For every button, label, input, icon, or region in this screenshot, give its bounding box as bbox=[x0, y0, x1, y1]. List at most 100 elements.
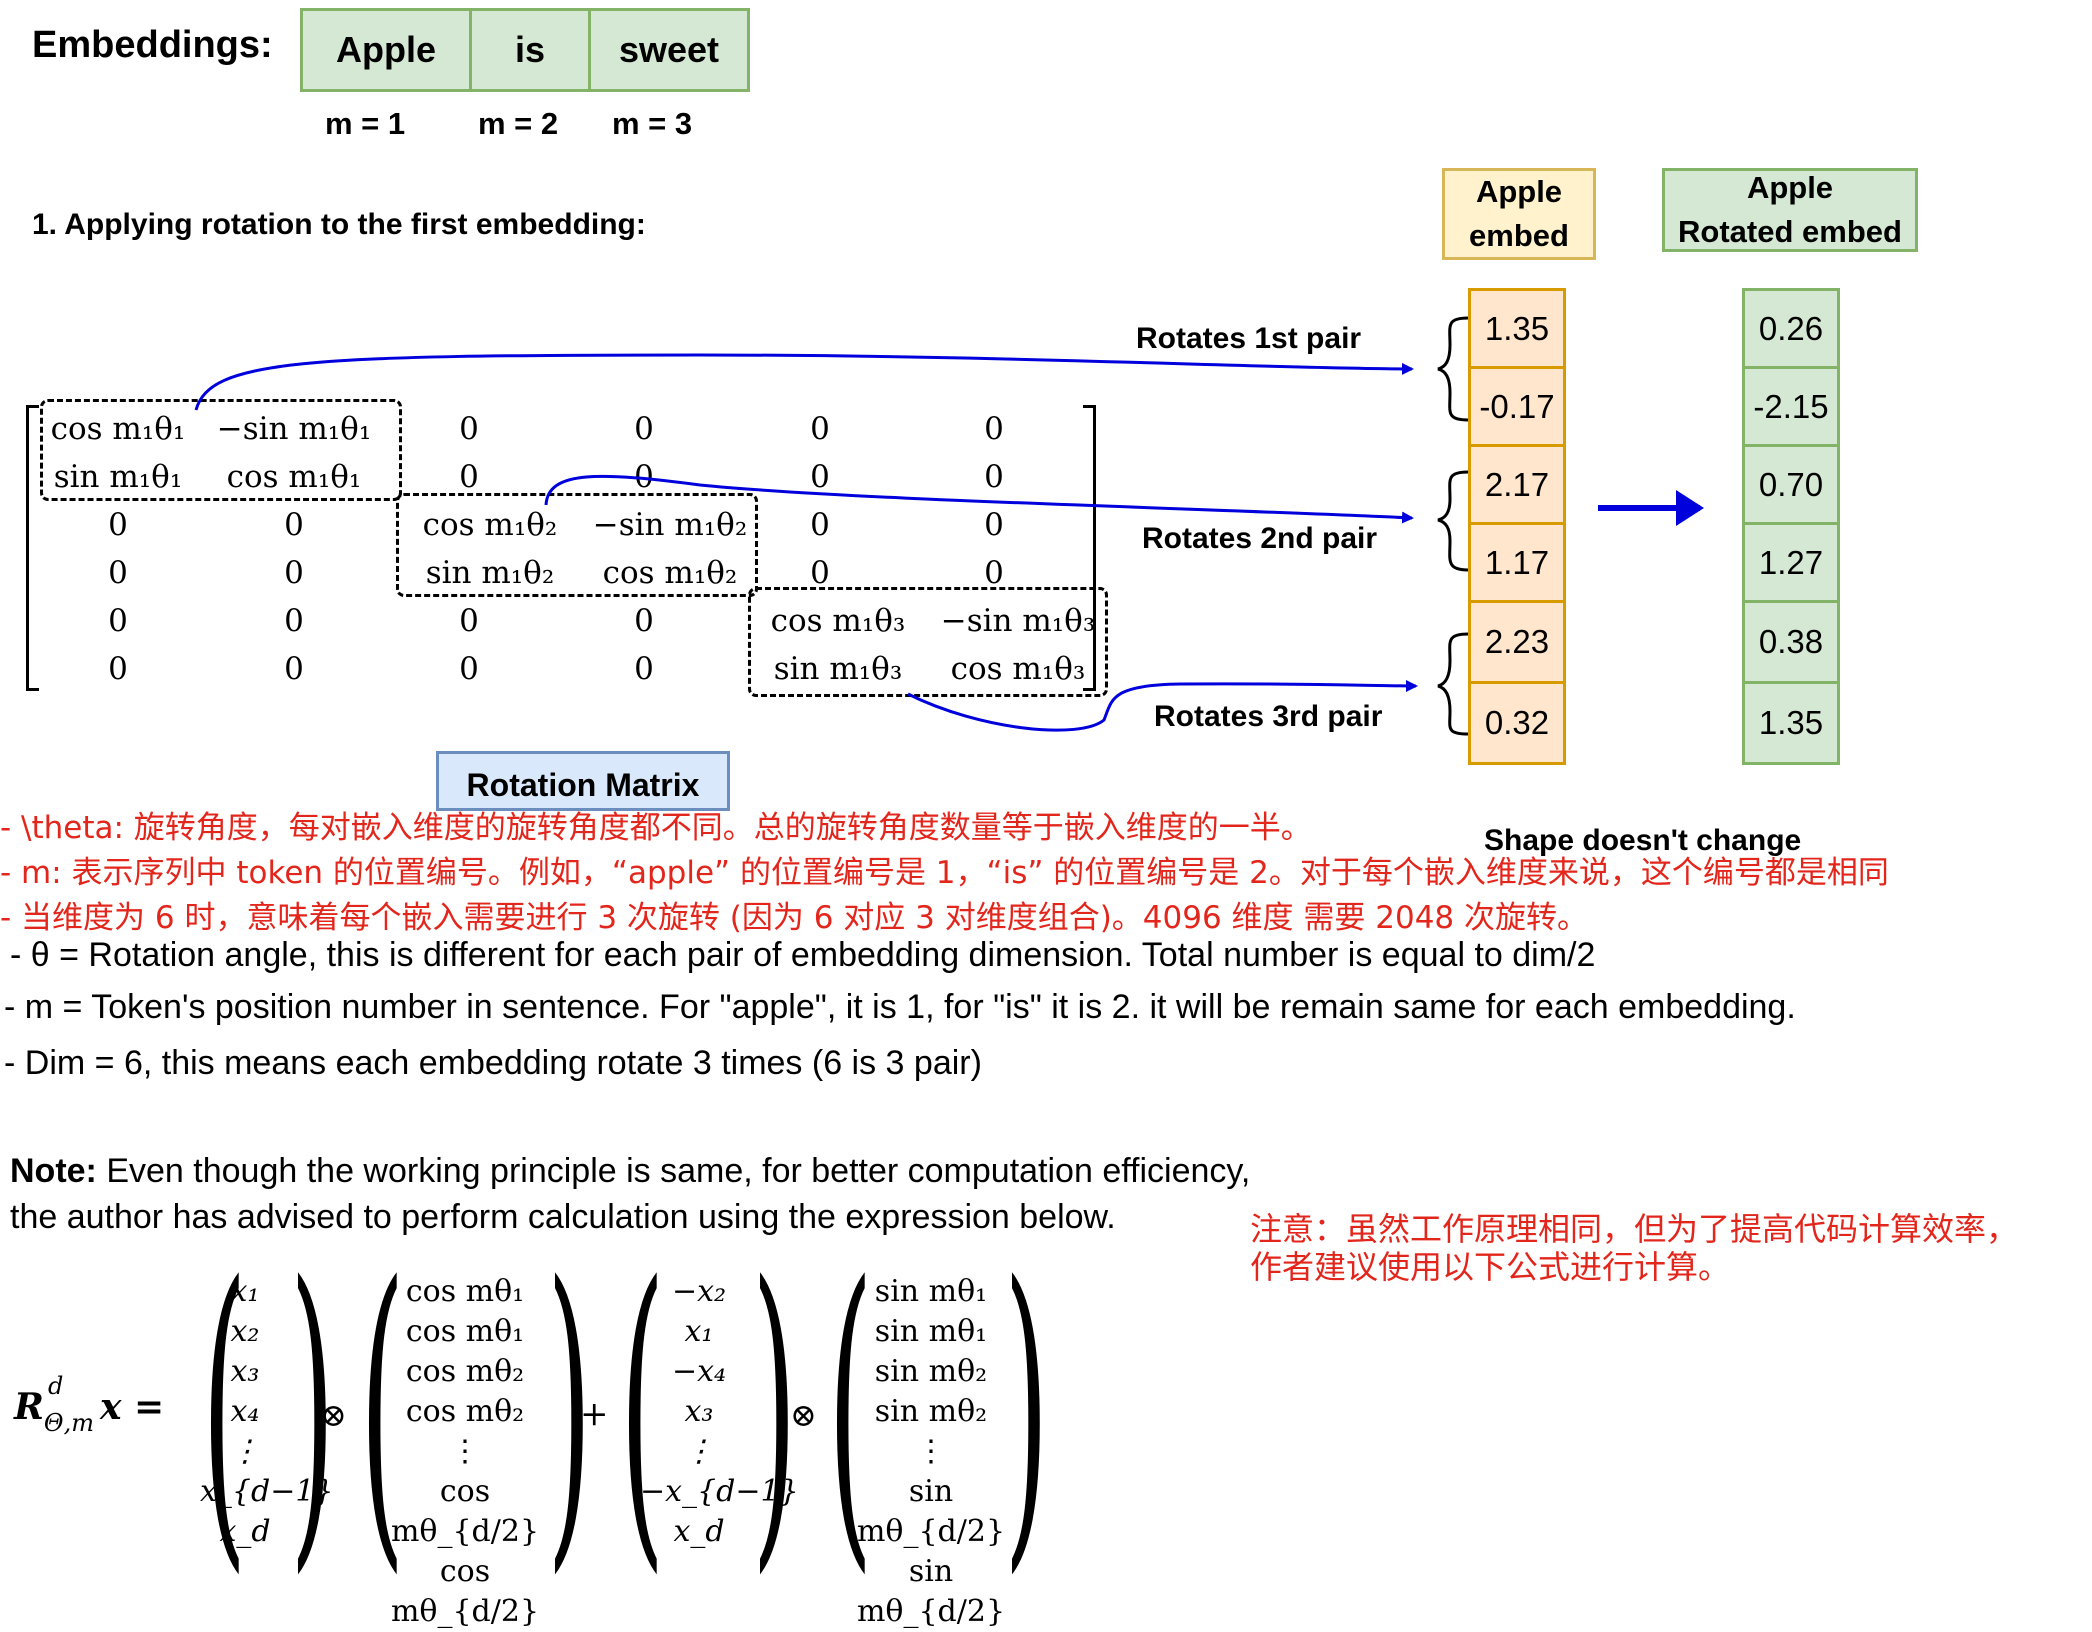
matrix-cell: 0 bbox=[284, 651, 304, 687]
input-header-line2: embed bbox=[1469, 218, 1569, 253]
otimes-2: ⊗ bbox=[790, 1396, 817, 1434]
vec2-right-paren: ) bbox=[546, 1217, 592, 1601]
en-note-theta: - θ = Rotation angle, this is different … bbox=[10, 936, 1596, 974]
formula-lhs-sup: d bbox=[48, 1372, 64, 1400]
matrix-cell: 0 bbox=[984, 555, 1004, 591]
formula-lhs-sub: Θ,m bbox=[43, 1409, 94, 1437]
rotated-value: 0.26 bbox=[1742, 288, 1840, 369]
matrix-cell: 0 bbox=[634, 651, 654, 687]
vec-entry: −x₂ bbox=[671, 1274, 727, 1309]
matrix-cell: cos m₁θ₂ bbox=[422, 507, 558, 543]
rotated-value: 1.35 bbox=[1742, 681, 1840, 765]
vec3-left-paren: ( bbox=[619, 1217, 665, 1601]
matrix-cell: 0 bbox=[108, 507, 128, 543]
vec-entry: cos mθ₁ bbox=[405, 1274, 525, 1309]
pair-3-connector bbox=[907, 679, 1418, 732]
transform-arrowhead bbox=[1676, 490, 1704, 526]
vec-entry: cos mθ₁ bbox=[405, 1314, 525, 1349]
vec-entry: x₂ bbox=[230, 1314, 260, 1349]
position-m3: m = 3 bbox=[612, 106, 693, 141]
vec-entry: cos mθ₂ bbox=[405, 1394, 525, 1429]
block-3-outline bbox=[748, 587, 1108, 697]
vec-entry: ⋮ bbox=[230, 1434, 260, 1469]
pair-1-connector bbox=[194, 353, 1414, 411]
vec-entry: ⋮ bbox=[450, 1434, 480, 1469]
rotation-matrix: cos m₁θ₁ −sin m₁θ₁ 0 0 0 0 sin m₁θ₁ cos … bbox=[26, 399, 1108, 697]
matrix-cell: 0 bbox=[459, 411, 479, 447]
cn-note-line-2: 作者建议使用以下公式进行计算。 bbox=[1250, 1248, 1731, 1286]
note-label: Note: bbox=[10, 1152, 97, 1190]
matrix-cell: 0 bbox=[459, 651, 479, 687]
rotated-embed-header: Apple Rotated embed bbox=[1662, 168, 1918, 252]
vec-entry: x₃ bbox=[230, 1354, 260, 1389]
vec1-right-paren: ) bbox=[289, 1217, 335, 1601]
output-header-line1: Apple bbox=[1746, 170, 1834, 205]
pair-2-connector bbox=[544, 474, 1414, 524]
block-1-outline bbox=[40, 399, 402, 501]
vec-entry: x₁ bbox=[230, 1274, 260, 1309]
matrix-cell: 0 bbox=[810, 411, 830, 447]
matrix-cell: −sin m₁θ₃ bbox=[940, 603, 1096, 639]
vec-entry: sin mθ₁ bbox=[874, 1274, 988, 1309]
matrix-cell: cos m₁θ₃ bbox=[950, 651, 1086, 687]
vec-entry: x₃ bbox=[684, 1394, 714, 1429]
step-title: 1. Applying rotation to the first embedd… bbox=[32, 208, 646, 241]
vec-entry: sin mθ_{d/2} bbox=[856, 1474, 1006, 1549]
matrix-cell: 0 bbox=[459, 459, 479, 495]
vec-entry: sin mθ₁ bbox=[874, 1314, 988, 1349]
vec1-left-paren: ( bbox=[201, 1217, 247, 1601]
vec4-left-paren: ( bbox=[827, 1217, 873, 1601]
matrix-cell: 0 bbox=[284, 603, 304, 639]
formula-lhs-x: x = bbox=[99, 1386, 165, 1428]
vec-entry: cos mθ_{d/2} bbox=[390, 1554, 540, 1629]
pair-label-3: Rotates 3rd pair bbox=[1154, 700, 1383, 733]
matrix-cell: 0 bbox=[810, 459, 830, 495]
matrix-cell: 0 bbox=[634, 459, 654, 495]
pair-label-2: Rotates 2nd pair bbox=[1142, 522, 1378, 555]
matrix-cell: sin m₁θ₂ bbox=[425, 555, 555, 591]
output-header-line2: Rotated embed bbox=[1678, 214, 1902, 249]
matrix-cell: cos m₁θ₃ bbox=[770, 603, 906, 639]
token-apple: Apple bbox=[300, 8, 472, 92]
plus-op: + bbox=[580, 1394, 609, 1434]
otimes-1: ⊗ bbox=[320, 1396, 347, 1434]
vec-entry: x_{d−1} bbox=[200, 1474, 334, 1509]
position-m2: m = 2 bbox=[478, 106, 559, 141]
matrix-cell: 0 bbox=[810, 555, 830, 591]
rotated-value: 0.38 bbox=[1742, 600, 1840, 684]
matrix-cell: −sin m₁θ₂ bbox=[592, 507, 748, 543]
vec4-right-paren: ) bbox=[1003, 1217, 1049, 1601]
matrix-right-bracket bbox=[1083, 405, 1096, 691]
vec-entry: cos mθ_{d/2} bbox=[390, 1474, 540, 1549]
vector-x: x₁ x₂ x₃ x₄ ⋮ x_{d−1} x_d bbox=[200, 1272, 334, 1552]
matrix-cell: cos m₁θ₁ bbox=[226, 459, 362, 495]
matrix-cell: 0 bbox=[984, 459, 1004, 495]
vec-entry: −x₄ bbox=[671, 1354, 727, 1389]
en-note-m: - m = Token's position number in sentenc… bbox=[4, 988, 1796, 1026]
matrix-cell: 0 bbox=[459, 603, 479, 639]
vec-entry: ⋮ bbox=[916, 1434, 946, 1469]
rotated-value: 1.27 bbox=[1742, 522, 1840, 603]
connector-layer bbox=[194, 316, 1704, 736]
vec-entry: sin mθ₂ bbox=[874, 1354, 988, 1389]
rotated-value: 0.70 bbox=[1742, 444, 1840, 525]
embeddings-label: Embeddings: bbox=[32, 24, 273, 66]
note-line-2: the author has advised to perform calcul… bbox=[10, 1198, 1116, 1236]
vec-entry: cos mθ₂ bbox=[405, 1354, 525, 1389]
formula-lhs: RΘ,m d x = bbox=[14, 1372, 165, 1437]
matrix-cell: sin m₁θ₃ bbox=[773, 651, 903, 687]
matrix-cell: 0 bbox=[634, 411, 654, 447]
input-value: 2.23 bbox=[1468, 600, 1566, 684]
input-value: -0.17 bbox=[1468, 366, 1566, 447]
vec-entry: sin mθ_{d/2} bbox=[856, 1554, 1006, 1629]
cn-note-line-1: 注意：虽然工作原理相同，但为了提高代码计算效率， bbox=[1250, 1210, 2019, 1248]
en-note-dim: - Dim = 6, this means each embedding rot… bbox=[4, 1044, 982, 1082]
matrix-cell: sin m₁θ₁ bbox=[53, 459, 183, 495]
matrix-cell: 0 bbox=[108, 651, 128, 687]
matrix-cell: 0 bbox=[284, 555, 304, 591]
input-value: 2.17 bbox=[1468, 444, 1566, 525]
vector-x-swapped: −x₂ x₁ −x₄ x₃ ⋮ −x_{d−1} x_d bbox=[640, 1272, 799, 1552]
brace-pair-1 bbox=[1437, 316, 1469, 422]
brace-pair-2 bbox=[1437, 470, 1469, 572]
input-value: 1.35 bbox=[1468, 288, 1566, 369]
